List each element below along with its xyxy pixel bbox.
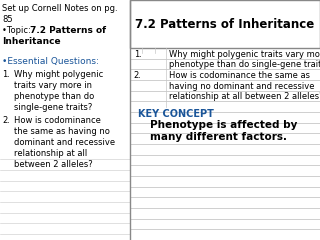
- Text: 7.2 Patterns of: 7.2 Patterns of: [30, 26, 106, 35]
- Text: single-gene traits?: single-gene traits?: [14, 103, 92, 112]
- Text: Inheritance: Inheritance: [2, 37, 60, 46]
- Text: the same as having no: the same as having no: [14, 127, 110, 136]
- Text: relationship at all: relationship at all: [14, 149, 87, 158]
- Text: between 2 alleles?: between 2 alleles?: [14, 160, 93, 169]
- Text: Why might polygenic traits vary more in
phenotype than do single-gene traits?: Why might polygenic traits vary more in …: [169, 50, 320, 69]
- Text: 1.: 1.: [134, 50, 141, 59]
- Bar: [130, 0, 320, 240]
- Text: Phenotype is affected by
many different factors.: Phenotype is affected by many different …: [150, 120, 297, 142]
- Bar: [130, 0, 320, 48]
- Text: 7.2 Patterns of Inheritance: 7.2 Patterns of Inheritance: [135, 18, 315, 30]
- Text: 85: 85: [2, 15, 12, 24]
- Text: Set up Cornell Notes on pg.: Set up Cornell Notes on pg.: [2, 4, 118, 13]
- Text: dominant and recessive: dominant and recessive: [14, 138, 115, 147]
- Text: phenotype than do: phenotype than do: [14, 92, 94, 101]
- Text: KEY CONCEPT: KEY CONCEPT: [138, 109, 213, 119]
- Text: How is codominance the same as
having no dominant and recessive
relationship at : How is codominance the same as having no…: [169, 71, 320, 101]
- Text: 2.: 2.: [134, 71, 141, 80]
- Text: Why might polygenic: Why might polygenic: [14, 70, 103, 79]
- Text: 2.: 2.: [2, 116, 10, 125]
- Text: 1.: 1.: [2, 70, 10, 79]
- Text: •Topic:: •Topic:: [2, 26, 33, 35]
- Text: •Essential Questions:: •Essential Questions:: [2, 57, 99, 66]
- Text: traits vary more in: traits vary more in: [14, 81, 92, 90]
- Bar: [0, 0, 130, 240]
- Text: How is codominance: How is codominance: [14, 116, 101, 125]
